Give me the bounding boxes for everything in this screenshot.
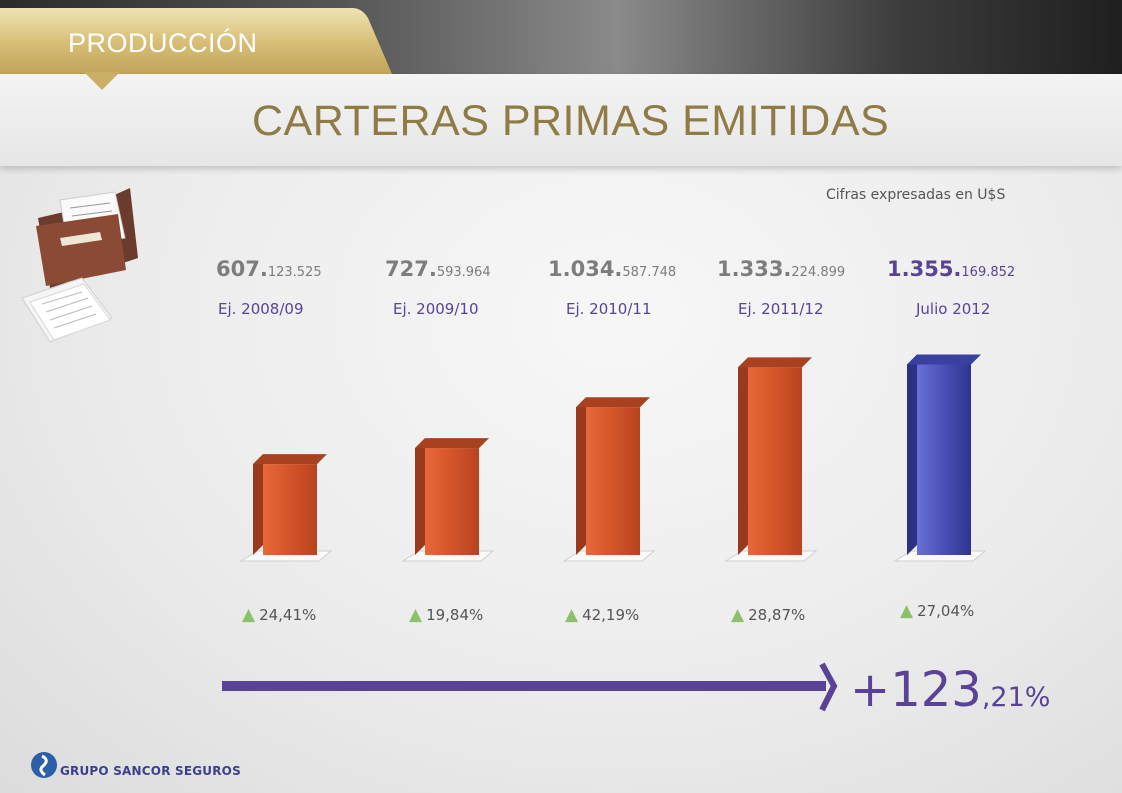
brand-name: GRUPO SANCOR SEGUROS	[60, 764, 241, 778]
bar-side-0	[253, 454, 263, 555]
growth-label-4: ▲ 27,04%	[900, 601, 974, 621]
growth-value-4: 27,04%	[917, 602, 975, 620]
value-minor-0: 123.525	[267, 265, 322, 280]
section-label: PRODUCCIÓN	[68, 28, 258, 58]
value-major-2: 1.034.	[548, 257, 623, 281]
section-pointer	[84, 72, 120, 90]
bar-top-3	[738, 357, 812, 368]
value-label-2: 1.034.587.748	[548, 257, 676, 281]
period-label-3: Ej. 2011/12	[738, 300, 824, 318]
growth-value-0: 24,41%	[259, 606, 317, 624]
bar-top-4	[907, 354, 981, 365]
period-label-2: Ej. 2010/11	[566, 300, 652, 318]
growth-label-3: ▲ 28,87%	[731, 605, 805, 625]
bar-side-4	[907, 354, 917, 555]
title-bar	[0, 74, 1122, 166]
growth-value-1: 19,84%	[426, 606, 484, 624]
period-label-0: Ej. 2008/09	[218, 300, 304, 318]
growth-up-icon: ▲	[731, 605, 745, 625]
bar-top-0	[253, 454, 327, 465]
total-growth-major: +123	[850, 662, 982, 718]
folder-icon	[21, 188, 138, 343]
period-label-4: Julio 2012	[916, 300, 991, 318]
brand-logo-icon	[31, 752, 57, 778]
bar-side-3	[738, 357, 748, 555]
bar-side-1	[415, 438, 425, 555]
value-label-0: 607.123.525	[216, 257, 322, 281]
bar-4	[917, 364, 971, 555]
total-growth-label: +123,21%	[850, 662, 1050, 718]
value-major-3: 1.333.	[717, 257, 792, 281]
currency-note: Cifras expresadas en U$S	[826, 187, 1006, 203]
value-minor-3: 224.899	[791, 265, 846, 280]
bar-0	[263, 464, 317, 555]
value-label-3: 1.333.224.899	[717, 257, 845, 281]
value-label-4: 1.355.169.852	[887, 257, 1015, 281]
value-minor-2: 587.748	[622, 265, 677, 280]
period-label-1: Ej. 2009/10	[393, 300, 479, 318]
growth-label-2: ▲ 42,19%	[565, 605, 639, 625]
value-label-1: 727.593.964	[385, 257, 491, 281]
growth-up-icon: ▲	[409, 605, 423, 625]
bar-2	[586, 407, 640, 555]
growth-up-icon: ▲	[900, 601, 914, 621]
growth-label-1: ▲ 19,84%	[409, 605, 483, 625]
growth-value-2: 42,19%	[582, 606, 640, 624]
total-growth-arrowhead	[819, 662, 838, 712]
value-minor-4: 169.852	[961, 265, 1016, 280]
value-major-0: 607.	[216, 257, 268, 281]
bar-3	[748, 367, 802, 555]
growth-value-3: 28,87%	[748, 606, 806, 624]
page-title: CARTERAS PRIMAS EMITIDAS	[252, 97, 890, 145]
value-major-4: 1.355.	[887, 257, 962, 281]
bar-1	[425, 448, 479, 555]
bar-side-2	[576, 397, 586, 555]
growth-label-0: ▲ 24,41%	[242, 605, 316, 625]
value-major-1: 727.	[385, 257, 437, 281]
growth-up-icon: ▲	[242, 605, 256, 625]
growth-up-icon: ▲	[565, 605, 579, 625]
section-tab	[0, 8, 392, 74]
bar-top-2	[576, 397, 650, 408]
bar-top-1	[415, 438, 489, 449]
value-minor-1: 593.964	[436, 265, 491, 280]
total-growth-minor: ,21%	[981, 682, 1051, 713]
